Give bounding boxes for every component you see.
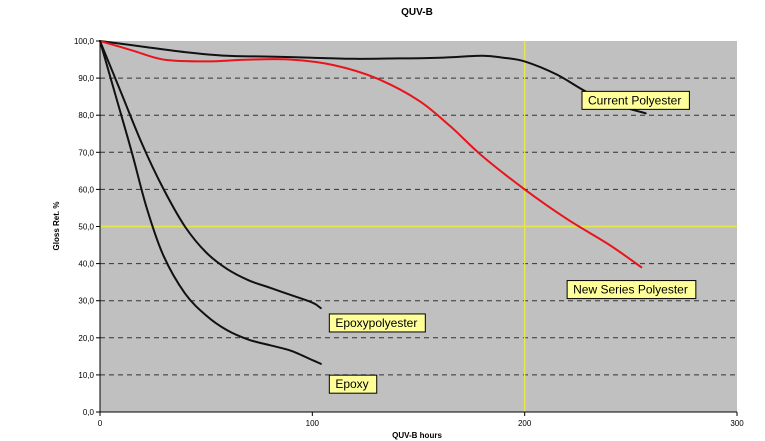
y-tick-label: 80,0 — [78, 111, 94, 120]
y-tick-label: 100,0 — [74, 37, 95, 46]
callout-text: Current Polyester — [588, 93, 681, 107]
series-line-epoxypolyester — [99, 40, 322, 310]
y-tick-label: 20,0 — [78, 334, 94, 343]
x-axis-label: QUV-B hours — [392, 431, 442, 440]
callout-epoxy: Epoxy — [328, 374, 378, 394]
series-lines — [99, 40, 647, 365]
reference-lines — [100, 41, 737, 412]
callout-current-polyester: Current Polyester — [581, 90, 690, 110]
x-tick-labels: 0 100 200 300 — [98, 412, 744, 428]
y-tick-label: 70,0 — [78, 148, 94, 157]
series-line-epoxy — [99, 40, 322, 365]
x-tick-label: 300 — [730, 419, 744, 428]
y-tick-labels: 0,0 10,0 20,0 30,0 40,0 50,0 60,0 70,0 80,0 90,0 1… — [74, 37, 100, 417]
callout-box — [581, 90, 690, 110]
y-axis-label: Gloss Ret. % — [52, 202, 61, 251]
y-tick-label: 30,0 — [78, 297, 94, 306]
y-tick-label: 40,0 — [78, 260, 94, 269]
x-tick-label: 0 — [98, 419, 103, 428]
y-tick-label: 90,0 — [78, 74, 94, 83]
x-tick-label: 100 — [306, 419, 320, 428]
y-tick-label: 50,0 — [78, 223, 94, 232]
callout-new-series-polyester: New Series Polyester — [566, 280, 697, 300]
callout-text: Epoxy — [335, 377, 368, 391]
callouts: Current Polyester New Series Polyester Epo… — [328, 90, 697, 394]
chart-title: QUV-B — [401, 7, 433, 18]
callout-text: Epoxypolyester — [335, 316, 417, 330]
y-tick-label: 0,0 — [83, 408, 95, 417]
callout-text: New Series Polyester — [573, 283, 688, 297]
y-tick-label: 60,0 — [78, 185, 94, 194]
series-line-new-series-polyester — [99, 40, 643, 269]
callout-box — [328, 374, 378, 394]
callout-epoxypolyester: Epoxypolyester — [328, 313, 426, 333]
y-tick-label: 10,0 — [78, 371, 94, 380]
callout-box — [328, 313, 426, 333]
callout-box — [566, 280, 697, 300]
x-tick-label: 200 — [518, 419, 532, 428]
series-line-current-polyester — [99, 40, 647, 115]
